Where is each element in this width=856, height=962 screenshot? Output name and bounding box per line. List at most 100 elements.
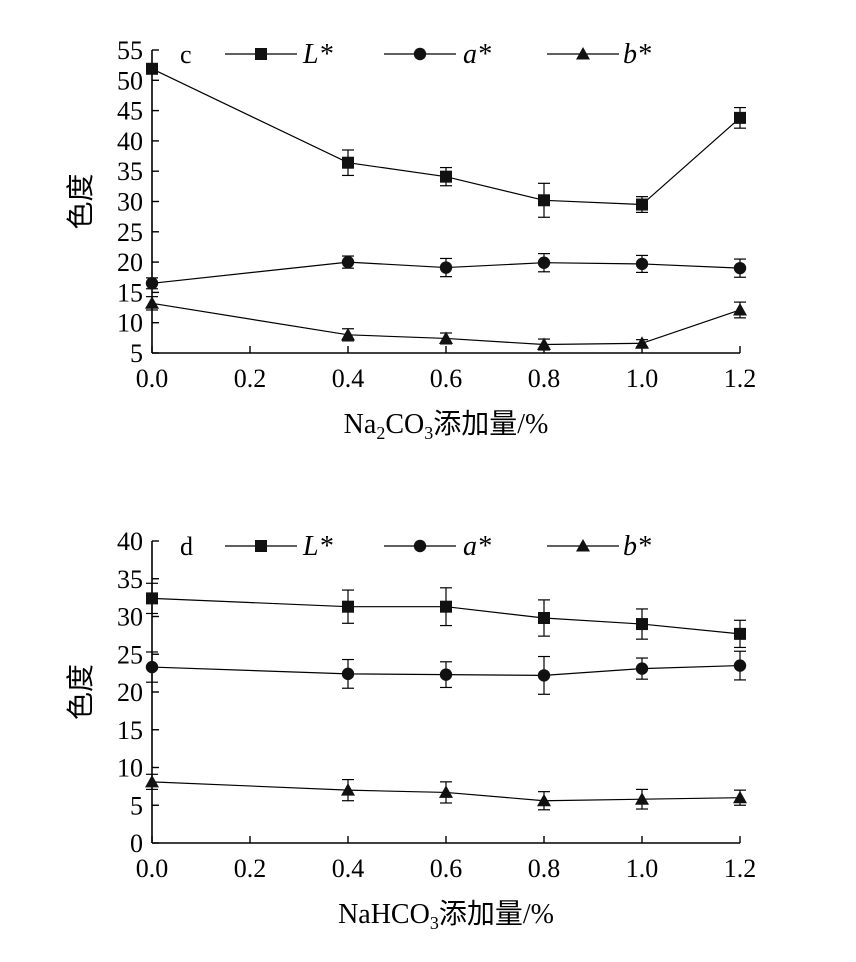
data-point (636, 618, 648, 631)
legend-marker-triangle (576, 539, 590, 552)
x-axis-title-part: NaHCO (338, 899, 430, 930)
series-0 (146, 62, 746, 218)
legend-marker-triangle (576, 47, 590, 60)
y-tick-label: 35 (117, 157, 143, 186)
x-tick-label: 1.2 (724, 854, 757, 883)
y-tick-label: 15 (117, 278, 143, 307)
data-point (439, 261, 453, 274)
series-line (151, 302, 741, 346)
data-point (440, 170, 452, 183)
data-point (342, 156, 354, 169)
data-point (635, 257, 649, 271)
x-axis-title-part: 添加量/% (439, 899, 554, 930)
y-tick-label: 10 (117, 309, 143, 338)
x-axis-title: NaHCO3添加量/% (338, 899, 554, 933)
x-tick-label: 0.6 (430, 364, 463, 393)
series-0 (146, 582, 746, 649)
data-point (145, 774, 159, 788)
series-2 (145, 296, 747, 351)
panel-label: d (180, 532, 193, 561)
data-point (146, 592, 158, 605)
data-point (145, 660, 159, 674)
data-point (145, 296, 159, 309)
series-line (151, 68, 741, 206)
series-line (151, 664, 741, 676)
y-tick-label: 15 (117, 716, 143, 745)
series-1 (145, 253, 747, 290)
x-tick-label: 0.0 (136, 854, 169, 883)
y-tick-label: 25 (117, 218, 143, 247)
y-tick-label: 0 (130, 829, 143, 858)
data-point (341, 327, 355, 341)
data-point (439, 668, 453, 681)
x-axis-title: Na2CO3添加量/% (344, 409, 549, 443)
data-point (635, 336, 649, 349)
data-point (537, 793, 551, 807)
y-tick-label: 25 (117, 640, 143, 669)
data-point (538, 194, 550, 207)
x-tick-label: 0.4 (332, 854, 365, 883)
x-tick-label: 0.8 (528, 364, 561, 393)
data-point (145, 277, 159, 290)
legend-marker-circle (413, 539, 427, 553)
data-point (538, 612, 550, 625)
legend-label: b* (623, 39, 651, 70)
data-point (734, 627, 746, 640)
y-tick-label: 20 (117, 248, 143, 277)
x-tick-label: 0.8 (528, 854, 561, 883)
data-point (635, 662, 649, 675)
y-tick-label: 55 (117, 36, 143, 65)
legend-marker-square (255, 540, 267, 552)
data-point (537, 669, 551, 682)
data-point (341, 255, 355, 269)
data-point (537, 337, 551, 351)
x-tick-label: 0.4 (332, 364, 365, 393)
data-point (733, 261, 747, 275)
series-line (151, 781, 741, 802)
y-axis-title: 色度 (65, 173, 97, 229)
legend-label: b* (623, 531, 651, 562)
y-tick-label: 20 (117, 678, 143, 707)
y-tick-label: 30 (117, 188, 143, 217)
y-tick-label: 45 (117, 97, 143, 126)
legend-label: a* (463, 39, 491, 70)
series-line (151, 261, 741, 284)
y-tick-label: 30 (117, 603, 143, 632)
data-point (635, 792, 649, 805)
data-point (440, 600, 452, 613)
y-tick-label: 35 (117, 565, 143, 594)
data-point (439, 785, 453, 798)
legend-marker-square (255, 48, 267, 60)
x-tick-label: 1.0 (626, 854, 659, 883)
series-2 (145, 773, 747, 811)
y-tick-label: 40 (117, 127, 143, 156)
y-tick-label: 5 (130, 339, 143, 368)
y-tick-label: 5 (130, 791, 143, 820)
x-axis-title-subscript: 2 (376, 423, 385, 443)
legend-label: a* (463, 531, 491, 562)
data-point (342, 600, 354, 613)
data-point (733, 659, 747, 672)
series-1 (145, 650, 747, 695)
legend-label: L* (302, 39, 333, 70)
y-axis-title: 色度 (65, 664, 97, 720)
data-point (439, 331, 453, 344)
y-tick-label: 50 (117, 66, 143, 95)
x-axis-title-subscript: 3 (430, 913, 439, 933)
x-tick-label: 0.6 (430, 854, 463, 883)
y-tick-label: 10 (117, 754, 143, 783)
x-axis-title-part: CO (385, 409, 424, 440)
legend-label: L* (302, 531, 333, 562)
data-point (733, 302, 747, 316)
panel-label: c (180, 40, 192, 69)
x-tick-label: 0.2 (234, 364, 267, 393)
series-line (151, 597, 741, 635)
data-point (146, 62, 158, 75)
data-point (341, 667, 355, 681)
x-axis-title-part: 添加量/% (433, 409, 548, 440)
data-point (636, 198, 648, 211)
data-point (734, 111, 746, 124)
data-point (341, 783, 355, 796)
